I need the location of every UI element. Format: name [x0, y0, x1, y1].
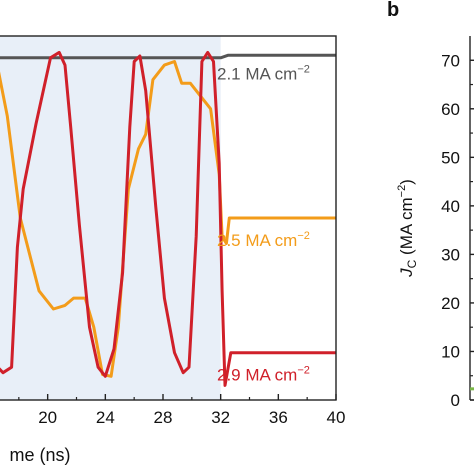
series-label-exponent: −2: [297, 230, 310, 242]
panel-label: b: [387, 0, 399, 21]
x-tick-label: 28: [154, 408, 173, 427]
y-tick-label: 20: [441, 294, 460, 313]
panel-b-critical-current: b 0 10 20 30 40 50 60 70 JC (MA cm−2): [387, 0, 474, 410]
y-axis-label: JC (MA cm−2): [396, 179, 419, 278]
series-label-text: 2.1 MA cm: [217, 64, 297, 83]
highlight-region: [0, 36, 221, 400]
y-label-sub: C: [405, 259, 419, 268]
series-label: 2.1 MA cm−2: [217, 63, 310, 83]
x-axis-ticks: 20 24 28 32 36 40: [18, 394, 346, 427]
series-line-2: [0, 50, 336, 387]
y-tick-label: 50: [441, 148, 460, 167]
y-tick-label: 30: [441, 245, 460, 264]
y-tick-label: 10: [441, 342, 460, 361]
y-label-rest: (MA cm: [397, 197, 416, 259]
x-tick-label: 36: [269, 408, 288, 427]
y-label-sup: −2: [396, 185, 408, 198]
panel-a-time-traces: 20 24 28 32 36 40 2.1 MA cm−22.5 MA cm−22.9 M…: [0, 35, 346, 465]
x-tick-label: 24: [96, 408, 115, 427]
series-labels: 2.1 MA cm−22.5 MA cm−22.9 MA cm−2: [217, 63, 310, 384]
x-tick-label: 32: [211, 408, 230, 427]
series-label: 2.9 MA cm−2: [217, 365, 310, 385]
x-tick-label: 20: [38, 408, 57, 427]
x-tick-label: 40: [327, 408, 346, 427]
y-label-main: J: [397, 268, 416, 278]
series-label-text: 2.5 MA cm: [217, 231, 297, 250]
series-line-0: [0, 53, 336, 60]
y-tick-label: 70: [441, 51, 460, 70]
y-tick-label: 40: [441, 197, 460, 216]
series-label-text: 2.9 MA cm: [217, 366, 297, 385]
y-tick-label: 0: [451, 391, 460, 410]
y-label-close: ): [397, 179, 416, 185]
series-group: [0, 50, 336, 387]
y-tick-label: 60: [441, 100, 460, 119]
series-label: 2.5 MA cm−2: [217, 230, 310, 250]
x-axis-label: me (ns): [9, 445, 70, 465]
series-label-exponent: −2: [297, 63, 310, 75]
y-axis-ticks: 0 10 20 30 40 50 60 70: [441, 51, 474, 410]
series-label-exponent: −2: [297, 365, 310, 377]
